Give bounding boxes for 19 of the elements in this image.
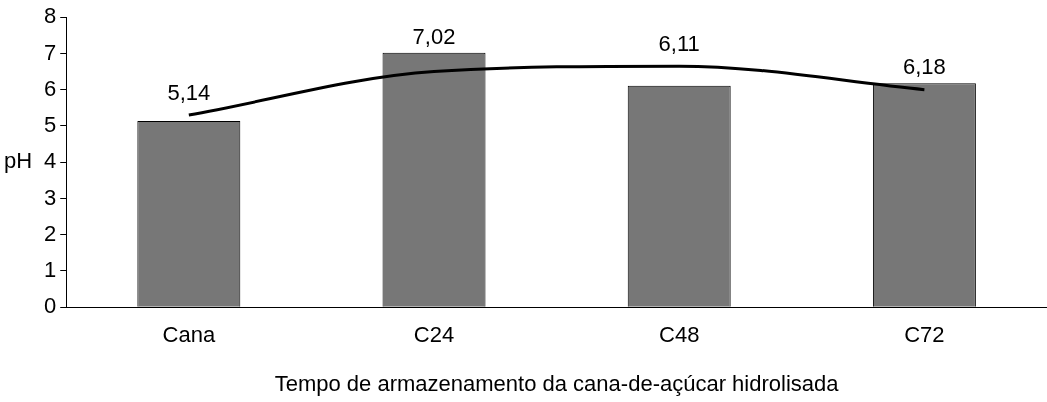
data-label: 5,14 [167, 80, 211, 106]
x-tick-label: Cana [162, 322, 216, 348]
y-tick-label: 0 [43, 293, 57, 319]
x-axis-title: Tempo de armazenamento da cana-de-açúcar hidrolisada [274, 370, 840, 396]
y-tick-label: 2 [43, 220, 57, 246]
y-tick-label: 5 [43, 112, 57, 138]
y-tick-label: 3 [43, 184, 57, 210]
y-tick-label: 4 [43, 148, 57, 174]
y-tick-label: 7 [43, 39, 57, 65]
data-label: 6,11 [658, 31, 700, 57]
x-tick-label: C24 [413, 322, 455, 348]
y-tick-label: 1 [43, 257, 57, 283]
data-label: 7,02 [412, 23, 456, 49]
x-tick-label: C72 [904, 322, 945, 348]
y-tick-label: 8 [43, 3, 57, 29]
y-tick-label: 6 [43, 75, 57, 101]
data-label: 6,18 [902, 54, 946, 80]
y-axis-title: pH [4, 148, 33, 174]
x-tick-label: C48 [659, 322, 700, 348]
